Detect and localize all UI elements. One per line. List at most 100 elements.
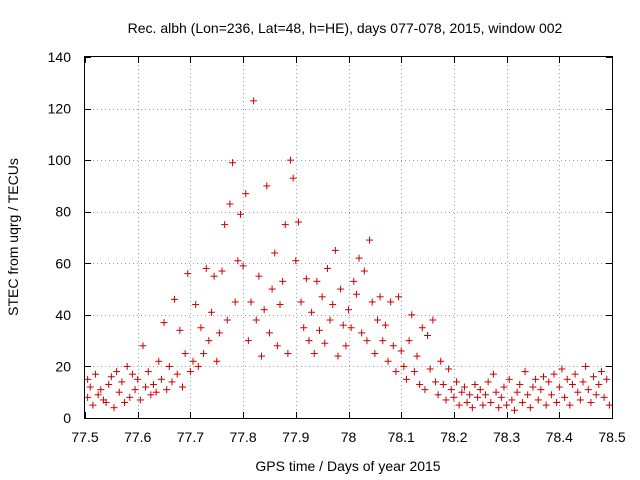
- data-point: [136, 396, 144, 404]
- data-point: [568, 380, 576, 388]
- data-point: [250, 97, 258, 105]
- data-point: [294, 218, 302, 226]
- data-point: [339, 321, 347, 329]
- data-point: [297, 298, 305, 306]
- data-point: [571, 370, 579, 378]
- data-point: [363, 337, 371, 345]
- data-point: [131, 386, 139, 394]
- data-point: [600, 393, 608, 401]
- data-point: [310, 350, 318, 358]
- x-tick-label: 78: [341, 429, 357, 445]
- data-point: [484, 378, 492, 386]
- data-point: [513, 388, 521, 396]
- data-point: [184, 270, 192, 278]
- data-point: [197, 324, 205, 332]
- data-point: [431, 378, 439, 386]
- data-point: [460, 383, 468, 391]
- y-tick-label: 120: [48, 101, 72, 117]
- data-point: [281, 221, 289, 229]
- data-points: [84, 97, 613, 414]
- data-point: [416, 380, 424, 388]
- data-point: [284, 350, 292, 358]
- data-point: [189, 357, 197, 365]
- data-point: [592, 391, 600, 399]
- data-point: [366, 236, 374, 244]
- data-point: [258, 352, 266, 360]
- data-point: [226, 200, 234, 208]
- data-point: [408, 311, 416, 319]
- data-point: [468, 404, 476, 412]
- data-point: [603, 375, 611, 383]
- data-point: [558, 365, 566, 373]
- data-point: [355, 254, 363, 262]
- data-point: [147, 391, 155, 399]
- data-point: [194, 362, 202, 370]
- data-point: [316, 326, 324, 334]
- data-point: [492, 388, 500, 396]
- data-point: [439, 380, 447, 388]
- x-tick-label: 77.8: [229, 429, 256, 445]
- data-point: [128, 370, 136, 378]
- data-point: [134, 375, 142, 383]
- chart-title: Rec. albh (Lon=236, Lat=48, h=HE), days …: [128, 20, 563, 36]
- grid-lines: [85, 57, 612, 418]
- data-point: [171, 295, 179, 303]
- data-point: [350, 277, 358, 285]
- data-point: [89, 401, 97, 409]
- data-point: [358, 329, 366, 337]
- data-point: [497, 393, 505, 401]
- data-point: [244, 337, 252, 345]
- data-point: [518, 399, 526, 407]
- data-point: [482, 391, 490, 399]
- data-point: [313, 277, 321, 285]
- data-point: [584, 386, 592, 394]
- data-point: [576, 396, 584, 404]
- data-point: [597, 368, 605, 376]
- data-point: [218, 267, 226, 275]
- data-point: [260, 306, 268, 314]
- data-point: [323, 264, 331, 272]
- data-point: [118, 378, 126, 386]
- data-point: [160, 319, 168, 327]
- data-point: [223, 316, 231, 324]
- data-point: [263, 182, 271, 190]
- data-point: [434, 391, 442, 399]
- data-point: [352, 290, 360, 298]
- data-point: [105, 380, 113, 388]
- data-point: [247, 298, 255, 306]
- data-point: [300, 324, 308, 332]
- data-point: [547, 391, 555, 399]
- data-point: [84, 375, 92, 383]
- data-point: [273, 342, 281, 350]
- data-point: [329, 301, 337, 309]
- data-point: [516, 380, 524, 388]
- data-point: [289, 174, 297, 182]
- data-point: [155, 357, 163, 365]
- axis-ticks: [85, 57, 613, 419]
- data-point: [176, 326, 184, 334]
- data-point: [395, 293, 403, 301]
- data-point: [202, 264, 210, 272]
- data-point: [545, 378, 553, 386]
- data-point: [213, 357, 221, 365]
- data-point: [265, 329, 273, 337]
- data-point: [400, 362, 408, 370]
- data-point: [553, 399, 561, 407]
- data-point: [292, 257, 300, 265]
- data-point: [97, 386, 105, 394]
- data-point: [582, 362, 590, 370]
- data-point: [397, 347, 405, 355]
- data-point: [321, 339, 329, 347]
- x-tick-label: 78.2: [440, 429, 467, 445]
- data-point: [450, 393, 458, 401]
- data-point: [453, 378, 461, 386]
- data-point: [163, 386, 171, 394]
- data-point: [421, 386, 429, 394]
- x-axis-label: GPS time / Days of year 2015: [255, 458, 440, 474]
- x-tick-label: 78.5: [598, 429, 625, 445]
- data-point: [595, 380, 603, 388]
- data-point: [389, 342, 397, 350]
- data-point: [537, 386, 545, 394]
- data-point: [215, 329, 223, 337]
